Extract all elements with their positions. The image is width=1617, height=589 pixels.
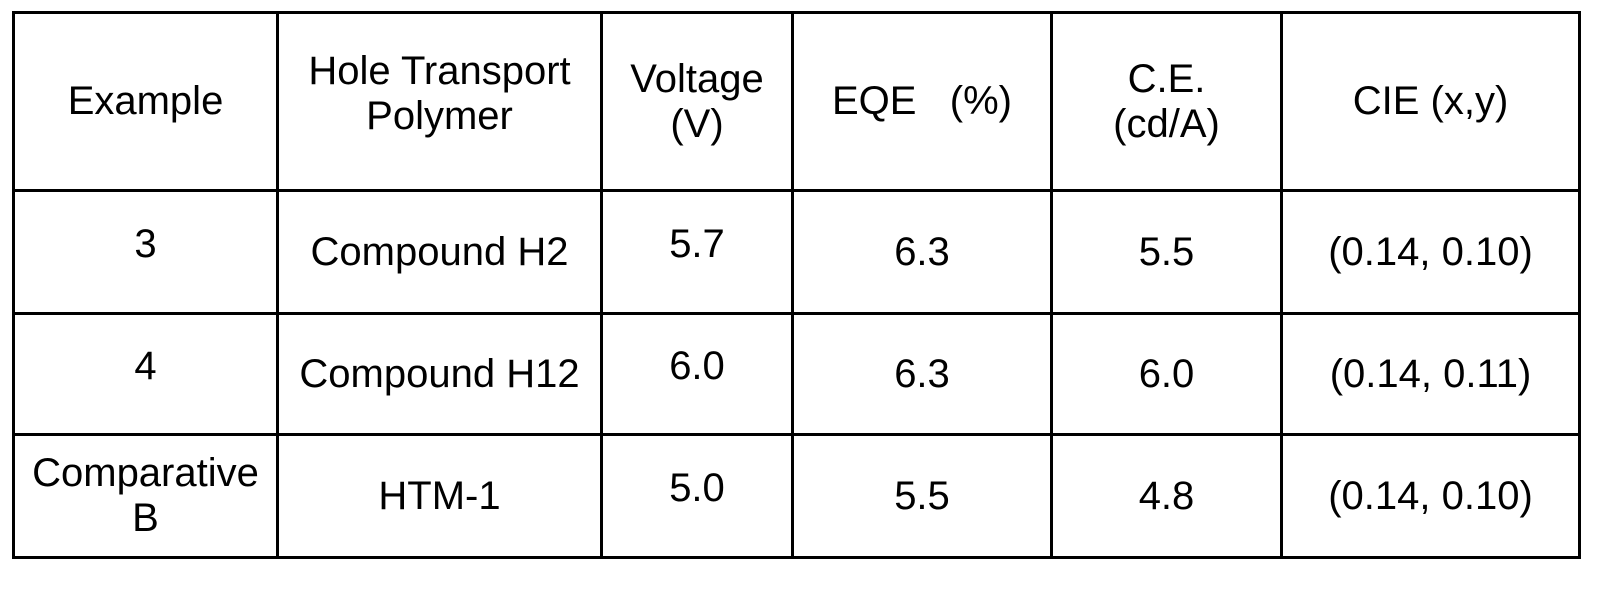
- cell-voltage-text: 6.0: [669, 343, 725, 388]
- cell-voltage: 5.7: [600, 189, 794, 315]
- cell-example: Comparative B: [12, 433, 279, 559]
- header-voltage-text: Voltage (V): [630, 56, 764, 146]
- cell-cie: (0.14, 0.11): [1280, 312, 1581, 436]
- cell-ce: 5.5: [1050, 189, 1283, 315]
- cell-voltage-text: 5.7: [669, 221, 725, 266]
- cell-polymer-text: Compound H2: [310, 229, 569, 274]
- cell-ce-text: 4.8: [1138, 473, 1195, 518]
- cell-ce: 4.8: [1050, 433, 1283, 559]
- cell-polymer-text: HTM-1: [378, 473, 501, 518]
- cell-polymer: Compound H2: [276, 189, 603, 315]
- cell-ce-text: 5.5: [1138, 229, 1195, 274]
- cell-eqe-text: 5.5: [894, 473, 950, 518]
- header-hole-transport-polymer: Hole Transport Polymer: [276, 11, 603, 192]
- cell-cie-text: (0.14, 0.10): [1328, 229, 1533, 274]
- header-hole-transport-polymer-text: Hole Transport Polymer: [308, 48, 571, 138]
- cell-cie-text: (0.14, 0.11): [1329, 351, 1532, 396]
- cell-example: 4: [12, 312, 279, 436]
- table-row: Comparative B HTM-1 5.0 5.5 4.8 (0.14, 0…: [12, 433, 1581, 559]
- cell-example: 3: [12, 189, 279, 315]
- cell-cie: (0.14, 0.10): [1280, 189, 1581, 315]
- header-eqe: EQE (%): [791, 11, 1053, 192]
- header-ce-text: C.E. (cd/A): [1113, 56, 1220, 146]
- cell-eqe: 6.3: [791, 312, 1053, 436]
- cell-polymer-text: Compound H12: [299, 351, 580, 396]
- cell-cie: (0.14, 0.10): [1280, 433, 1581, 559]
- table-row: 3 Compound H2 5.7 6.3 5.5 (0.14, 0.10): [12, 189, 1581, 315]
- cell-voltage: 5.0: [600, 433, 794, 559]
- cell-ce: 6.0: [1050, 312, 1283, 436]
- cell-example-text: 4: [134, 343, 157, 388]
- header-eqe-text: EQE (%): [831, 79, 1013, 123]
- cell-eqe-text: 6.3: [894, 351, 950, 396]
- header-ce: C.E. (cd/A): [1050, 11, 1283, 192]
- cell-polymer: HTM-1: [276, 433, 603, 559]
- table-row: 4 Compound H12 6.0 6.3 6.0 (0.14, 0.11): [12, 312, 1581, 436]
- header-cie: CIE (x,y): [1280, 11, 1581, 192]
- cell-voltage: 6.0: [600, 312, 794, 436]
- cell-ce-text: 6.0: [1138, 351, 1195, 396]
- results-table-container: Example Hole Transport Polymer Voltage (…: [12, 11, 1581, 559]
- cell-cie-text: (0.14, 0.10): [1328, 473, 1533, 518]
- cell-example-text: Comparative B: [32, 451, 259, 540]
- cell-example-text: 3: [134, 221, 157, 266]
- cell-eqe: 5.5: [791, 433, 1053, 559]
- cell-voltage-text: 5.0: [669, 465, 725, 510]
- cell-polymer: Compound H12: [276, 312, 603, 436]
- cell-eqe-text: 6.3: [894, 229, 950, 274]
- table-header-row: Example Hole Transport Polymer Voltage (…: [12, 11, 1581, 192]
- results-table: Example Hole Transport Polymer Voltage (…: [12, 11, 1581, 559]
- header-voltage: Voltage (V): [600, 11, 794, 192]
- header-example-text: Example: [67, 79, 224, 123]
- cell-eqe: 6.3: [791, 189, 1053, 315]
- header-example: Example: [12, 11, 279, 192]
- header-cie-text: CIE (x,y): [1352, 79, 1509, 123]
